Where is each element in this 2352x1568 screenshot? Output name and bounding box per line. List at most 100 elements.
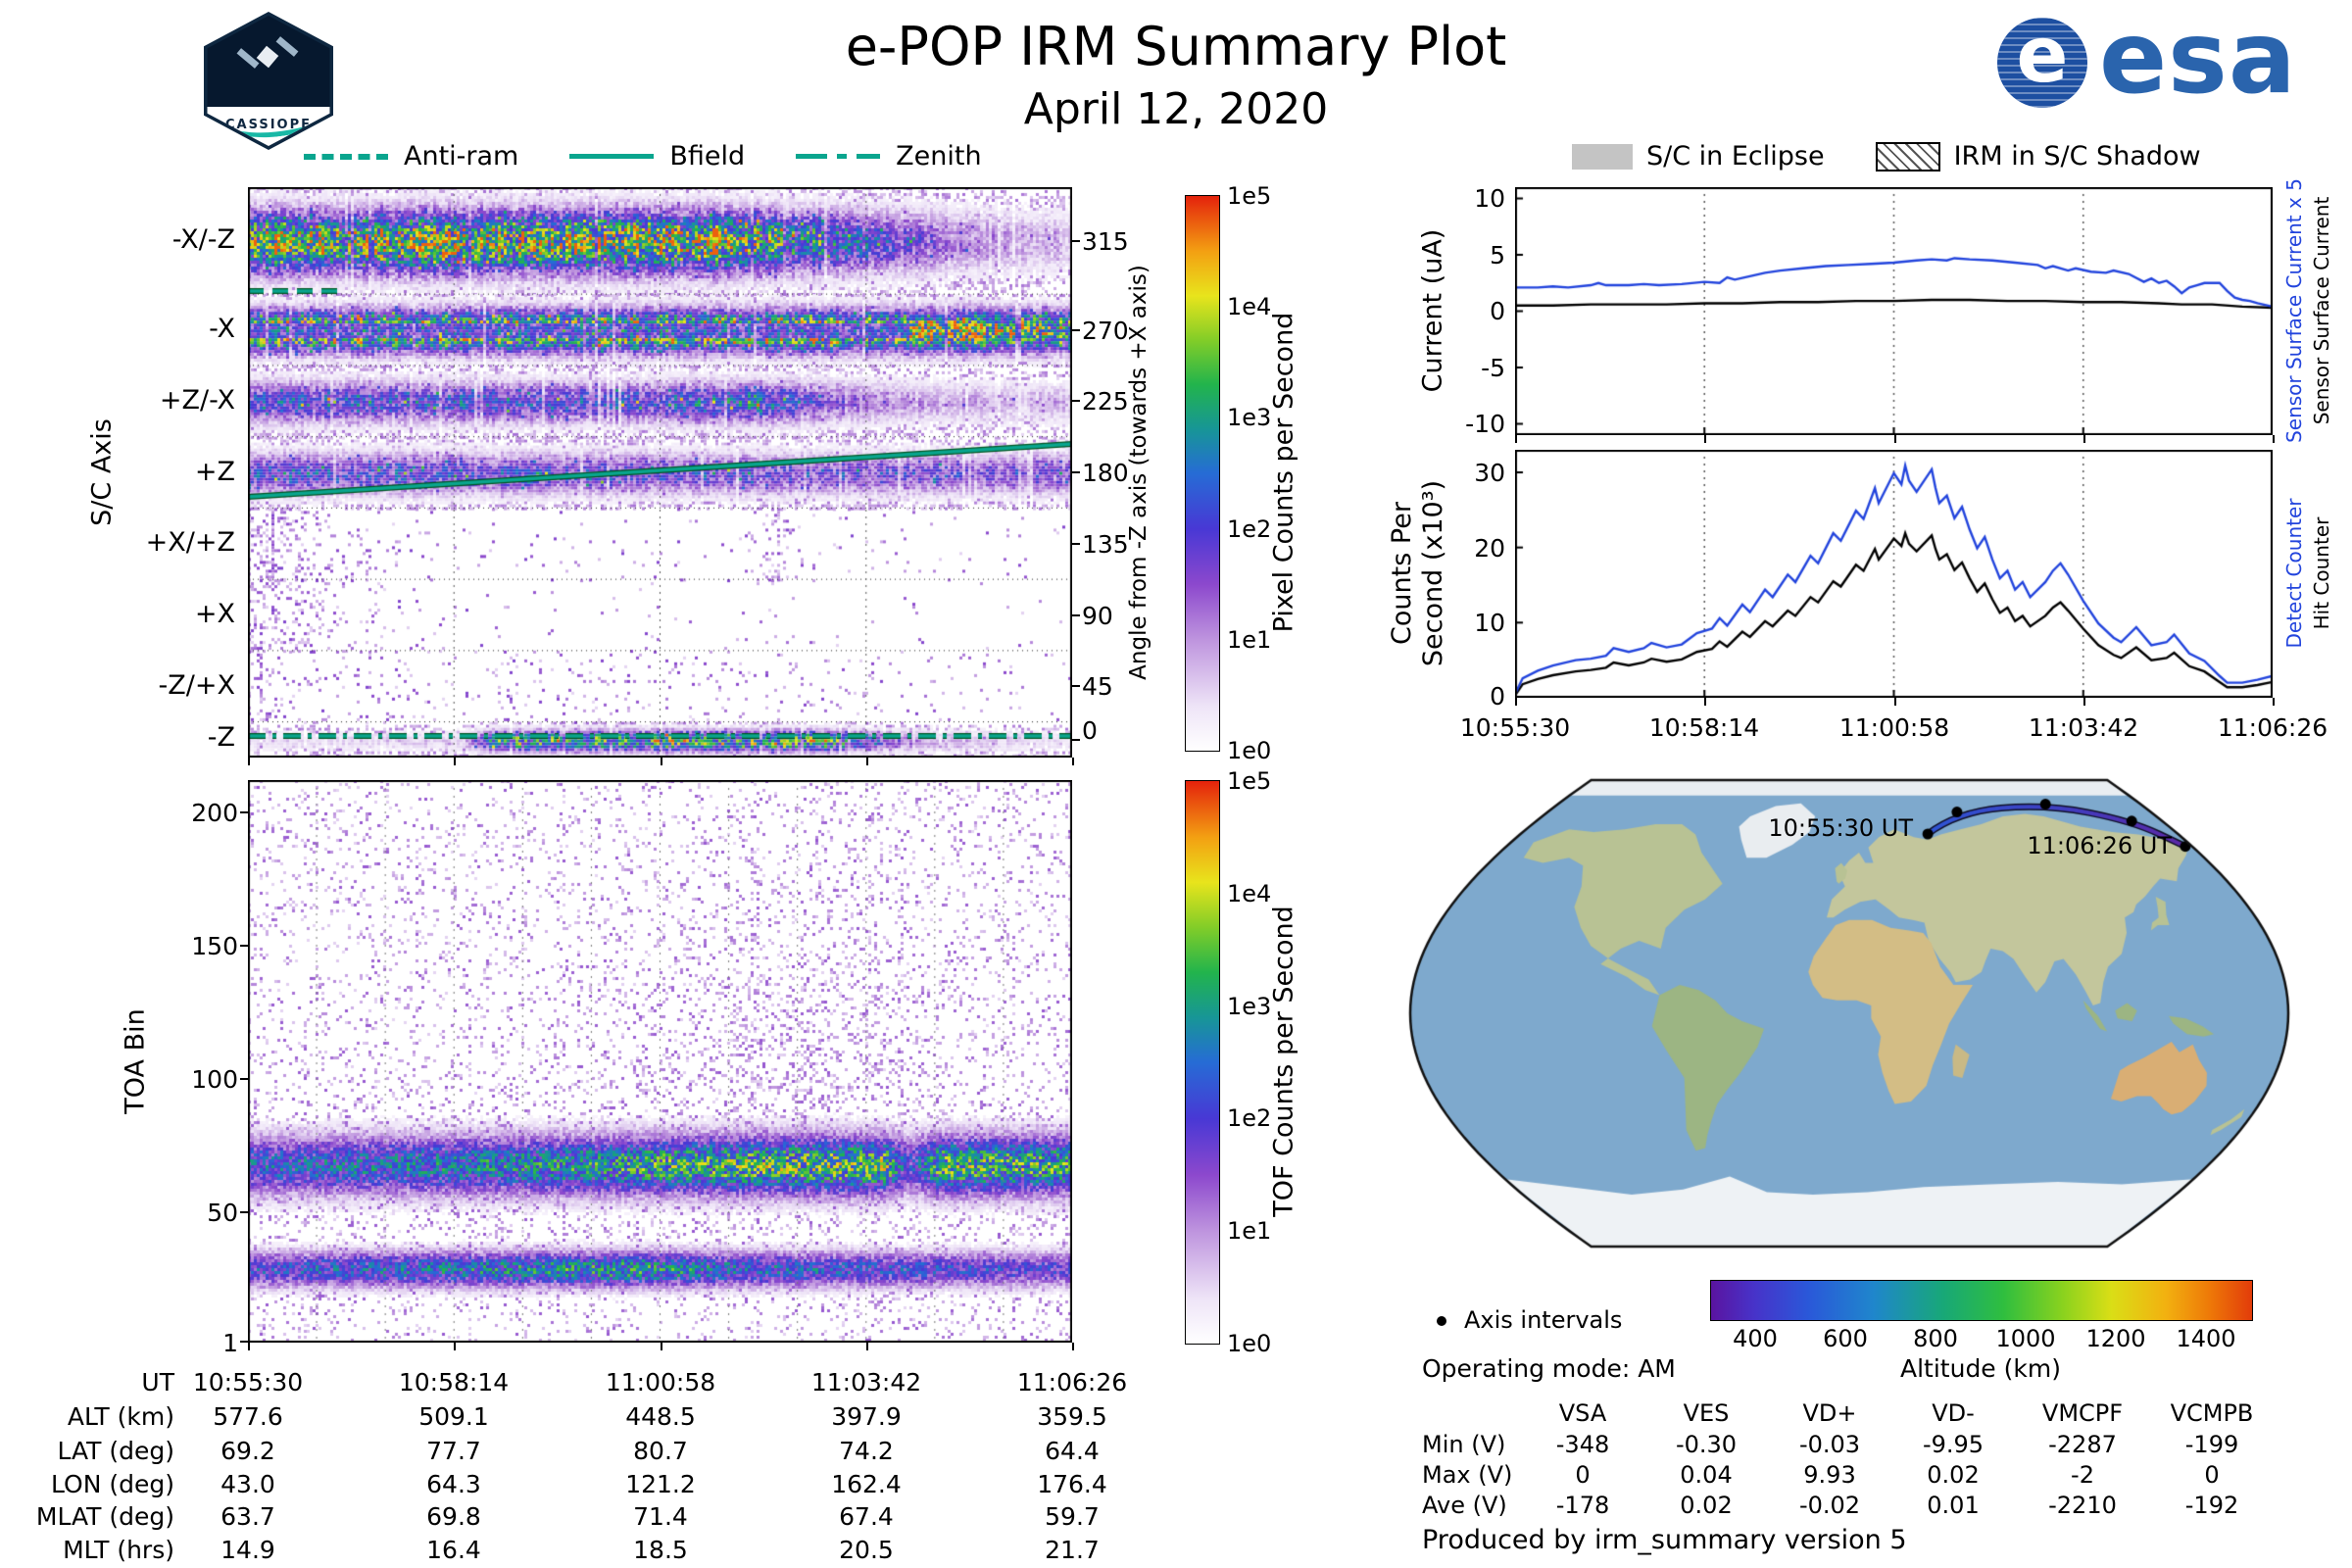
angle-tick-90: 90 (1082, 602, 1113, 630)
esa-logo-text: esa (2099, 0, 2297, 117)
tof-cbar-tick-1e4: 1e4 (1227, 879, 1272, 907)
toa-tick-100: 100 (191, 1065, 238, 1094)
angle-tick-mark (1072, 685, 1080, 687)
spectro-xtick-mark (866, 758, 868, 765)
ephemeris-row-label-5: MLT (hrs) (63, 1536, 174, 1564)
toa-xtick-mark (866, 1343, 868, 1350)
angle-tick-180: 180 (1082, 459, 1129, 487)
voltage-cell: -2 (2071, 1461, 2094, 1489)
attitude-legend-item-bfield: Bfield (569, 141, 745, 172)
voltage-col-header-VCMPB: VCMPB (2170, 1399, 2254, 1427)
voltage-col-header-VSA: VSA (1558, 1399, 1607, 1427)
spectro-xtick-mark (1072, 758, 1074, 765)
eclipse-legend-label: S/C in Eclipse (1646, 141, 1825, 172)
current-ytick-10: 10 (1474, 184, 1505, 213)
angle-tick-mark (1072, 329, 1080, 331)
voltage-cell: 0 (2204, 1461, 2220, 1489)
satellite-panel-icon (275, 36, 299, 57)
voltage-cell: -2287 (2048, 1431, 2117, 1458)
ephemeris-row-label-4: MLAT (deg) (35, 1502, 174, 1531)
page-title: e-POP IRM Summary Plot (845, 16, 1507, 77)
axis-intervals-dot-icon (1437, 1316, 1446, 1326)
shadow-legend: S/C in Eclipse IRM in S/C Shadow (1572, 141, 2252, 172)
angle-tick-270: 270 (1082, 317, 1129, 345)
spectro-xtick-mark (248, 758, 250, 765)
pixel-cbar-tick-1e5: 1e5 (1227, 182, 1272, 210)
toa-tick-mark (240, 945, 248, 947)
ephemeris-cell: 11:06:26 (1016, 1368, 1128, 1396)
angle-tick-mark (1072, 739, 1080, 741)
esa-e-glyph: e (1997, 18, 2087, 100)
pixel-cbar-tick-1e2: 1e2 (1227, 514, 1272, 543)
toa-tick-200: 200 (191, 799, 238, 827)
attitude-legend-label: Zenith (896, 141, 982, 172)
voltage-cell: 0.02 (1680, 1492, 1733, 1519)
sc-axis-spectrogram-canvas (248, 187, 1072, 758)
counts-ylabel-line1: Counts Per (1387, 502, 1417, 645)
voltage-cell: 0.04 (1680, 1461, 1733, 1489)
ground-track-map-canvas (1403, 773, 2295, 1253)
eclipse-legend-item: S/C in Eclipse (1572, 141, 1825, 172)
ephemeris-cell: 10:58:14 (398, 1368, 510, 1396)
counts-xtick-3: 11:03:42 (2028, 713, 2139, 742)
voltage-cell: -199 (2184, 1431, 2239, 1458)
toa-xtick-mark (1072, 1343, 1074, 1350)
track-end-time-label: 11:06:26 UT (2027, 832, 2172, 859)
angle-tick-225: 225 (1082, 387, 1129, 416)
current-ytick--5: -5 (1481, 354, 1505, 382)
sc-axis-category-+X/+Z: +X/+Z (145, 527, 235, 558)
altitude-tick-800: 800 (1913, 1325, 1958, 1352)
ephemeris-cell: 11:00:58 (605, 1368, 716, 1396)
voltage-cell: -192 (2184, 1492, 2239, 1519)
current-xtick-mark (1515, 435, 1517, 443)
sensor-surface-current-label: Sensor Surface Current (2310, 196, 2333, 425)
ephemeris-row-label-2: LAT (deg) (57, 1437, 174, 1465)
ephemeris-cell: 67.4 (839, 1502, 894, 1531)
voltage-col-header-VMCPF: VMCPF (2041, 1399, 2124, 1427)
attitude-legend-label: Anti-ram (404, 141, 519, 172)
ephemeris-cell: 162.4 (831, 1470, 902, 1498)
counter-plot-canvas (1515, 450, 2273, 698)
ephemeris-cell: 176.4 (1037, 1470, 1107, 1498)
current-ytick--10: -10 (1465, 410, 1505, 438)
current-xtick-mark (2083, 435, 2085, 443)
ephemeris-cell: 16.4 (426, 1536, 481, 1564)
tof-colorbar-label: TOF Counts per Second (1268, 906, 1299, 1217)
attitude-legend-item-anti-ram: Anti-ram (304, 141, 518, 172)
cassiope-mission-patch: CASSIOPE (204, 12, 333, 150)
ephemeris-cell: 71.4 (633, 1502, 688, 1531)
eclipse-swatch (1572, 143, 1633, 170)
pixel-cbar-tick-1e3: 1e3 (1227, 404, 1272, 432)
detect-counter-label: Detect Counter (2282, 498, 2306, 649)
altitude-bar-label: Altitude (km) (1900, 1354, 2061, 1383)
attitude-legend: Anti-ram Bfield Zenith (304, 141, 1033, 172)
irm-shadow-legend-label: IRM in S/C Shadow (1953, 141, 2201, 172)
counts-xtick-1: 10:58:14 (1648, 713, 1760, 742)
angle-tick-mark (1072, 614, 1080, 616)
spectro-xtick-mark (454, 758, 456, 765)
esa-globe-stripes (1997, 18, 2087, 108)
counts-ytick-0: 0 (1490, 682, 1505, 710)
pixel-colorbar-label: Pixel Counts per Second (1268, 312, 1299, 633)
ephemeris-cell: 14.9 (220, 1536, 275, 1564)
toa-bin-ylabel: TOA Bin (120, 1008, 151, 1114)
bfield-line-swatch (569, 154, 655, 159)
ephemeris-row-label-3: LON (deg) (51, 1470, 174, 1498)
angle-tick-0: 0 (1082, 716, 1098, 745)
altitude-colorbar (1710, 1280, 2253, 1321)
voltage-cell: -0.03 (1798, 1431, 1861, 1458)
ephemeris-cell: 121.2 (625, 1470, 696, 1498)
voltage-cell: 9.93 (1803, 1461, 1856, 1489)
irm-shadow-swatch (1875, 141, 1940, 172)
tof-cbar-tick-1e1: 1e1 (1227, 1217, 1272, 1246)
ephemeris-cell: 69.2 (220, 1437, 275, 1465)
ephemeris-cell: 63.7 (220, 1502, 275, 1531)
pixel-counts-colorbar (1185, 195, 1220, 752)
toa-xtick-mark (248, 1343, 250, 1350)
ephemeris-cell: 59.7 (1045, 1502, 1100, 1531)
pixel-cbar-tick-1e0: 1e0 (1227, 737, 1272, 764)
ephemeris-cell: 64.3 (426, 1470, 481, 1498)
sc-axis-category--Z: -Z (207, 722, 235, 753)
counts-xtick-0: 10:55:30 (1459, 713, 1571, 742)
toa-tick-150: 150 (191, 932, 238, 960)
